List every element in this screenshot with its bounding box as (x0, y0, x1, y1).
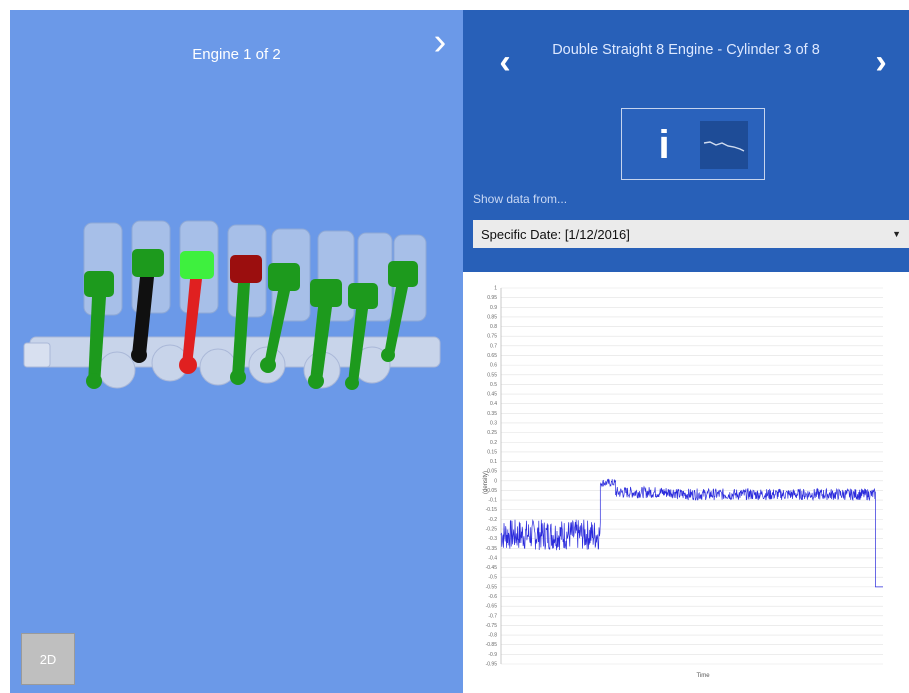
y-tick-label: -0.35 (486, 546, 498, 552)
y-tick-label: 0.7 (490, 343, 497, 349)
next-engine-button[interactable]: › (420, 20, 460, 64)
cylinder-detail-panel: ‹ Double Straight 8 Engine - Cylinder 3 … (463, 10, 909, 693)
y-tick-label: 0.5 (490, 382, 497, 388)
y-tick-label: -0.9 (488, 652, 497, 658)
chevron-right-icon: › (433, 21, 447, 63)
y-tick-label: 0.25 (487, 430, 497, 436)
engine-3d-view[interactable] (22, 205, 452, 435)
y-tick-label: 0.4 (490, 401, 497, 407)
piston-6 (308, 279, 342, 389)
y-tick-label: 0.05 (487, 469, 497, 475)
engine-3d-panel[interactable]: Engine 1 of 2 › (10, 10, 463, 693)
y-tick-label: -0.95 (486, 662, 498, 668)
y-tick-label: 0.85 (487, 314, 497, 320)
next-cylinder-button[interactable]: › (863, 40, 899, 84)
line-chart-icon[interactable] (700, 121, 748, 169)
y-tick-label: -0.25 (486, 527, 498, 533)
y-tick-label: -0.75 (486, 623, 498, 629)
y-tick-label: 0.15 (487, 449, 497, 455)
y-tick-label: -0.8 (488, 633, 497, 639)
date-select-value: Specific Date: [1/12/2016] (481, 226, 630, 242)
y-tick-label: 0.55 (487, 372, 497, 378)
piston-7 (345, 283, 378, 390)
detail-header: ‹ Double Straight 8 Engine - Cylinder 3 … (463, 10, 909, 272)
y-tick-label: -0.65 (486, 604, 498, 610)
density-chart: 1 0.95 0.9 0.85 0.8 0.75 0.7 0.65 0.6 0.55 0.5 0.45… (463, 272, 909, 693)
chevron-right-icon: › (875, 43, 887, 81)
date-range-select[interactable]: Specific Date: [1/12/2016] ▼ (473, 220, 909, 248)
y-tick-label: -0.05 (486, 488, 498, 494)
engine-title: Engine 1 of 2 (192, 46, 281, 63)
piston-2 (131, 249, 164, 363)
piston-8 (381, 261, 418, 362)
y-tick-label: 1 (494, 286, 497, 292)
y-tick-label: -0.55 (486, 584, 498, 590)
chevron-left-icon: ‹ (499, 43, 511, 81)
y-tick-label: -0.6 (488, 594, 497, 600)
piston-1 (84, 271, 114, 389)
y-tick-label: 0.9 (490, 305, 497, 311)
chart-svg: 1 0.95 0.9 0.85 0.8 0.75 0.7 0.65 0.6 0.55 0.5 0.45… (483, 286, 883, 679)
y-tick-label: 0.6 (490, 363, 497, 369)
y-tick-label: 0.75 (487, 334, 497, 340)
y-tick-label: -0.3 (488, 536, 497, 542)
y-tick-label: 0.1 (490, 459, 497, 465)
piston-4 (230, 255, 262, 385)
y-tick-label: -0.15 (486, 507, 498, 513)
y-tick-label: 0.95 (487, 295, 497, 301)
info-icon[interactable]: i (658, 123, 670, 167)
y-tick-label: -0.7 (488, 613, 497, 619)
y-tick-label: 0.65 (487, 353, 497, 359)
y-axis-title: (density) (483, 471, 489, 494)
y-tick-label: -0.4 (488, 555, 497, 561)
show-data-label: Show data from... (473, 192, 568, 206)
y-tick-label: 0.45 (487, 392, 497, 398)
x-axis-title: Time (696, 673, 710, 679)
caret-down-icon: ▼ (892, 229, 901, 239)
y-tick-label: 0.8 (490, 324, 497, 330)
series-line (500, 478, 883, 588)
piston-5 (260, 263, 300, 373)
y-tick-label: 0.35 (487, 411, 497, 417)
y-tick-label: -0.1 (488, 498, 497, 504)
y-tick-label: -0.5 (488, 575, 497, 581)
y-tick-label: -0.45 (486, 565, 498, 571)
y-tick-label: 0.3 (490, 420, 497, 426)
toggle-2d-button[interactable]: 2D (21, 633, 75, 685)
y-tick-label: -0.85 (486, 642, 498, 648)
prev-cylinder-button[interactable]: ‹ (487, 40, 523, 84)
piston-3 (179, 251, 214, 374)
y-tick-label: 0.2 (490, 440, 497, 446)
y-tick-label: -0.2 (488, 517, 497, 523)
y-tick-label: 0 (494, 478, 497, 484)
view-toggle: i (621, 108, 765, 180)
cylinder-title: Double Straight 8 Engine - Cylinder 3 of… (552, 42, 820, 58)
